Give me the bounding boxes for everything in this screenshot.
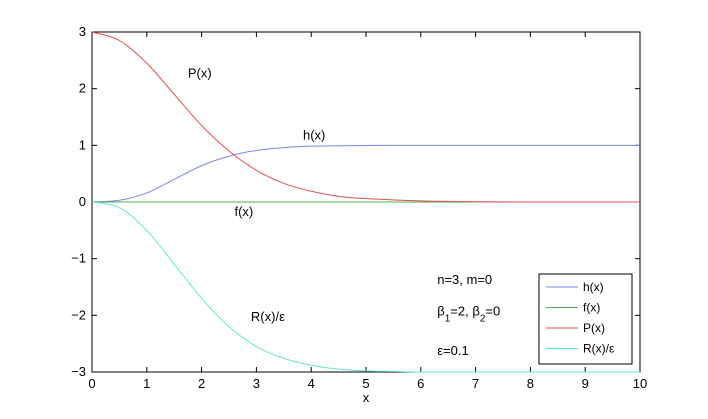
series-line-3 [91,201,640,373]
series-lines [91,31,640,373]
axis-ticks: 0 1 2 3 4 5 6 7 8 9 10 −3 −2 −1 0 1 2 3 [71,24,647,391]
x-tick-label: 5 [362,376,369,391]
x-tick-label: 1 [143,376,150,391]
x-tick-label: 7 [472,376,479,391]
series-line-0 [91,144,640,203]
legend-label-2: P(x) [583,321,605,335]
series-line-2 [91,31,640,203]
x-axis-label: x [363,390,370,405]
x-tick-label: 9 [582,376,589,391]
y-tick-label: 3 [79,24,86,39]
annotation-5: β1=2, β2=0 [437,303,500,324]
legend-label-0: h(x) [583,280,604,294]
x-tick-label: 6 [417,376,424,391]
annotation-6: ε=0.1 [437,343,468,358]
y-tick-label: −3 [71,364,86,379]
x-tick-label: 3 [253,376,260,391]
annotation-4: n=3, m=0 [437,272,492,287]
x-tick-label: 4 [308,376,315,391]
legend: h(x) f(x) P(x) R(x)/ε [538,273,633,365]
annotation-1: h(x) [303,128,325,143]
y-tick-label: 0 [79,194,86,209]
annotations: P(x) h(x) f(x) R(x)/ε n=3, m=0 β1=2, β2=0 ε=0.… [188,65,500,358]
y-tick-label: 1 [79,137,86,152]
y-tick-label: −2 [71,307,86,322]
x-tick-label: 10 [633,376,647,391]
y-tick-label: −1 [71,251,86,266]
annotation-3: R(x)/ε [251,309,285,324]
annotation-2: f(x) [234,204,253,219]
x-tick-label: 8 [527,376,534,391]
annotation-0: P(x) [188,65,212,80]
legend-label-1: f(x) [583,301,600,315]
legend-label-3: R(x)/ε [583,342,615,356]
y-tick-label: 2 [79,81,86,96]
x-tick-label: 0 [88,376,95,391]
x-tick-label: 2 [198,376,205,391]
